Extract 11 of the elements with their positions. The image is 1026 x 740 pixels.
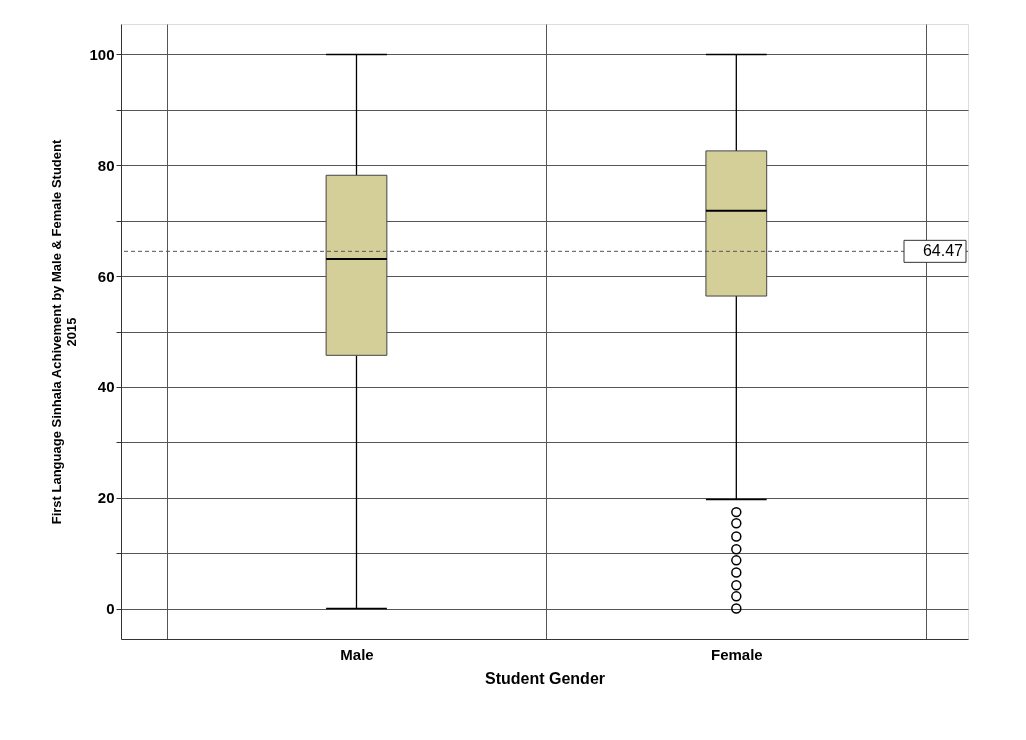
- y-tick-label: 20: [97, 489, 115, 507]
- x-axis-title: Student Gender: [484, 669, 606, 687]
- y-tick-label: 60: [97, 267, 115, 285]
- x-tick-label: Female: [710, 645, 763, 663]
- y-tick-label: 0: [106, 600, 115, 618]
- y-tick-label: 40: [97, 378, 115, 396]
- ref-line-label: 64.47: [922, 242, 964, 260]
- y-axis-title: First Language Sinhala Achivement by Male & Female Student 2015: [49, 139, 80, 525]
- y-tick-label: 100: [89, 45, 115, 63]
- y-tick-label: 80: [97, 156, 115, 174]
- x-tick-label: Male: [340, 645, 374, 663]
